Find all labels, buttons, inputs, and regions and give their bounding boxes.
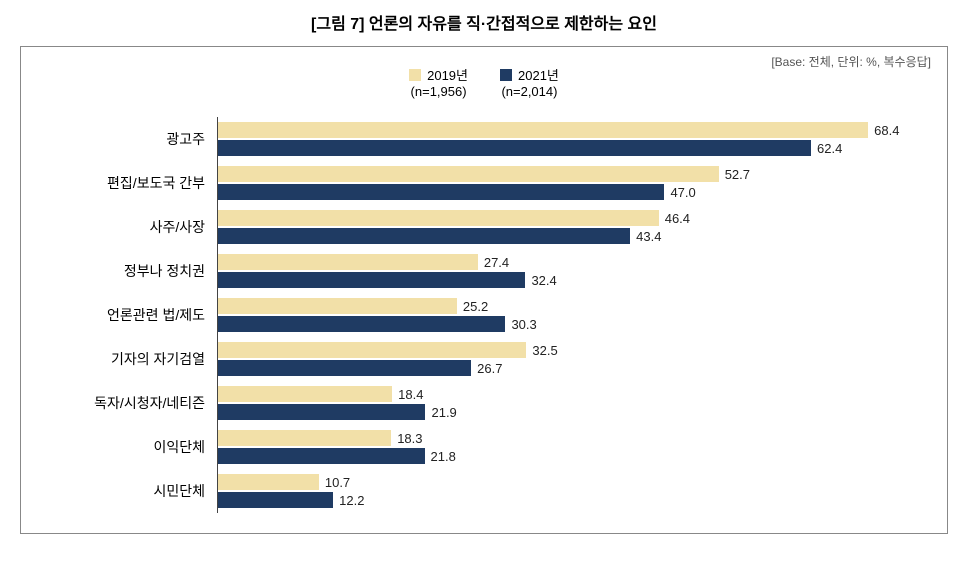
bar-line: 32.5 (217, 342, 931, 358)
legend-item: 2019년(n=1,956) (409, 65, 468, 99)
legend-label: 2019년 (427, 65, 468, 84)
bar-line: 21.9 (217, 404, 931, 420)
bar (217, 474, 319, 490)
category-label: 기자의 자기검열 (37, 349, 217, 369)
bar (217, 430, 391, 446)
bar (217, 492, 333, 508)
bar-group: 32.5 26.7 (217, 339, 931, 379)
bar-line: 25.2 (217, 298, 931, 314)
legend: 2019년(n=1,956) 2021년(n=2,014) (37, 65, 931, 99)
bar-value: 62.4 (817, 141, 842, 156)
bar (217, 386, 392, 402)
bar-line: 62.4 (217, 140, 931, 156)
bar-value: 26.7 (477, 361, 502, 376)
bar (217, 404, 425, 420)
category-row: 정부나 정치권 27.4 32.4 (37, 249, 931, 293)
legend-item: 2021년(n=2,014) (500, 65, 559, 99)
category-label: 시민단체 (37, 481, 217, 501)
bar-value: 18.3 (397, 431, 422, 446)
bar-value: 68.4 (874, 123, 899, 138)
bar-group: 18.3 21.8 (217, 427, 931, 467)
bar (217, 342, 526, 358)
bar-group: 52.7 47.0 (217, 163, 931, 203)
category-label: 편집/보도국 간부 (37, 173, 217, 193)
bar-value: 18.4 (398, 387, 423, 402)
bar-value: 21.8 (431, 449, 456, 464)
legend-swatch (500, 69, 512, 81)
bar-line: 18.4 (217, 386, 931, 402)
bar-value: 25.2 (463, 299, 488, 314)
bar-group: 46.4 43.4 (217, 207, 931, 247)
bar (217, 184, 664, 200)
bar-value: 12.2 (339, 493, 364, 508)
bar-line: 30.3 (217, 316, 931, 332)
chart-title: [그림 7] 언론의 자유를 직·간접적으로 제한하는 요인 (20, 10, 948, 34)
bar-line: 43.4 (217, 228, 931, 244)
category-row: 언론관련 법/제도 25.2 30.3 (37, 293, 931, 337)
bar-line: 47.0 (217, 184, 931, 200)
category-row: 편집/보도국 간부 52.7 47.0 (37, 161, 931, 205)
bar-group: 18.4 21.9 (217, 383, 931, 423)
bar-group: 68.4 62.4 (217, 119, 931, 159)
bar-value: 30.3 (511, 317, 536, 332)
bar (217, 254, 478, 270)
bar-value: 10.7 (325, 475, 350, 490)
category-label: 이익단체 (37, 437, 217, 457)
bar-line: 32.4 (217, 272, 931, 288)
category-label: 사주/사장 (37, 217, 217, 237)
bar-line: 12.2 (217, 492, 931, 508)
category-label: 정부나 정치권 (37, 261, 217, 281)
legend-label: 2021년 (518, 65, 559, 84)
bar (217, 360, 471, 376)
bar (217, 298, 457, 314)
category-row: 시민단체 10.7 12.2 (37, 469, 931, 513)
legend-sublabel: (n=1,956) (411, 84, 467, 99)
category-label: 언론관련 법/제도 (37, 305, 217, 325)
category-label: 광고주 (37, 129, 217, 149)
bar (217, 272, 525, 288)
bar-group: 27.4 32.4 (217, 251, 931, 291)
bar-value: 47.0 (670, 185, 695, 200)
category-row: 이익단체 18.3 21.8 (37, 425, 931, 469)
bar-value: 52.7 (725, 167, 750, 182)
bar-line: 52.7 (217, 166, 931, 182)
bar (217, 166, 719, 182)
y-axis-line (217, 117, 218, 513)
bar-line: 21.8 (217, 448, 931, 464)
bar-line: 27.4 (217, 254, 931, 270)
bar-group: 25.2 30.3 (217, 295, 931, 335)
chart-container: [Base: 전체, 단위: %, 복수응답] 2019년(n=1,956)20… (20, 46, 948, 534)
bar-value: 43.4 (636, 229, 661, 244)
bar-value: 32.4 (531, 273, 556, 288)
bar (217, 210, 659, 226)
bar-value: 27.4 (484, 255, 509, 270)
category-row: 기자의 자기검열 32.5 26.7 (37, 337, 931, 381)
category-label: 독자/시청자/네티즌 (37, 393, 217, 413)
legend-sublabel: (n=2,014) (501, 84, 557, 99)
bar-line: 10.7 (217, 474, 931, 490)
bar (217, 448, 425, 464)
bar-value: 32.5 (532, 343, 557, 358)
bar-line: 46.4 (217, 210, 931, 226)
bar (217, 316, 505, 332)
chart-rows: 광고주 68.4 62.4 편집/보도국 간부 52.7 47.0 사주/사장 46.4 43.… (37, 117, 931, 513)
category-row: 사주/사장 46.4 43.4 (37, 205, 931, 249)
bar (217, 140, 811, 156)
bar (217, 122, 868, 138)
bar-value: 21.9 (431, 405, 456, 420)
bar-value: 46.4 (665, 211, 690, 226)
legend-swatch (409, 69, 421, 81)
category-row: 독자/시청자/네티즌 18.4 21.9 (37, 381, 931, 425)
bar-line: 26.7 (217, 360, 931, 376)
bar-line: 68.4 (217, 122, 931, 138)
bar-line: 18.3 (217, 430, 931, 446)
base-note: [Base: 전체, 단위: %, 복수응답] (771, 53, 931, 70)
bar-group: 10.7 12.2 (217, 471, 931, 511)
bar (217, 228, 630, 244)
category-row: 광고주 68.4 62.4 (37, 117, 931, 161)
